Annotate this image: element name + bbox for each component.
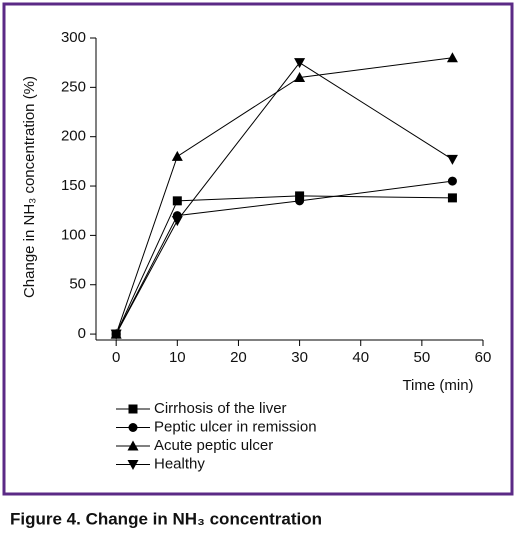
marker (447, 176, 457, 186)
x-axis-label: Time (min) (402, 377, 473, 394)
marker (128, 404, 138, 414)
x-tick-label: 60 (475, 349, 492, 366)
x-tick-label: 40 (352, 349, 369, 366)
marker (128, 423, 138, 432)
marker (446, 52, 458, 63)
x-tick-label: 30 (291, 349, 308, 366)
series-line (115, 62, 453, 335)
marker (127, 440, 139, 451)
caption: Figure 4. Change in NH₃ concentration (10, 509, 322, 528)
x-tick-label: 50 (414, 349, 431, 366)
series-line (115, 180, 453, 335)
marker (295, 196, 305, 206)
legend-label: Cirrhosis of the liver (154, 400, 287, 417)
marker (294, 71, 306, 82)
marker (172, 196, 182, 206)
x-tick-label: 20 (230, 349, 247, 366)
series-line (115, 195, 453, 335)
frame (2, 2, 514, 496)
legend-label: Healthy (154, 455, 205, 472)
marker (171, 216, 183, 227)
series-line (115, 57, 453, 335)
y-tick-label: 50 (69, 276, 86, 293)
y-tick-label: 200 (61, 128, 86, 145)
marker (447, 193, 457, 203)
y-tick-label: 100 (61, 226, 86, 243)
marker (171, 150, 183, 161)
marker (110, 329, 122, 340)
y-tick-label: 0 (78, 325, 86, 342)
y-tick-label: 250 (61, 78, 86, 95)
y-tick-label: 150 (61, 177, 86, 194)
x-tick-label: 10 (169, 349, 186, 366)
marker (446, 154, 458, 165)
marker (127, 460, 139, 470)
x-tick-label: 0 (112, 349, 120, 366)
legend-label: Acute peptic ulcer (154, 437, 273, 454)
legend-label: Peptic ulcer in remission (154, 418, 317, 435)
marker (295, 191, 305, 201)
y-tick-label: 300 (61, 29, 86, 46)
y-axis-label: Change in NH₃ concentration (%) (21, 76, 38, 298)
marker (294, 58, 306, 69)
